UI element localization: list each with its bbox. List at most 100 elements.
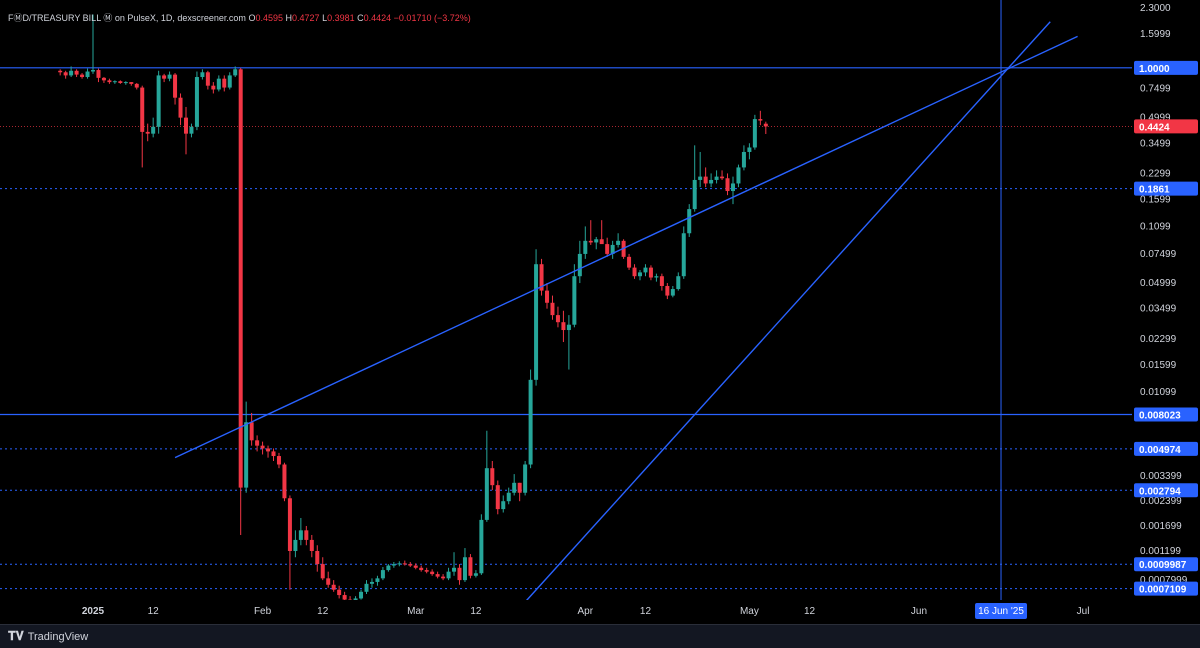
candle bbox=[375, 575, 380, 586]
candle-body bbox=[446, 571, 451, 579]
candle bbox=[200, 69, 205, 80]
candle bbox=[162, 73, 167, 83]
candle-body bbox=[315, 550, 320, 565]
price-chart[interactable]: 2.3000 1.5999 0.7499 0.4999 0.3499 0.2299 0.15… bbox=[0, 0, 1200, 624]
x-tick-label: 12 bbox=[804, 606, 816, 617]
candle-body bbox=[233, 69, 238, 76]
y-tick-label: 0.04999 bbox=[1140, 278, 1177, 289]
candle-body bbox=[424, 570, 429, 572]
date-badge-box bbox=[975, 603, 1028, 619]
price-badge: 0.0009987 bbox=[1134, 557, 1198, 572]
candle bbox=[643, 264, 648, 277]
candle-body bbox=[249, 422, 254, 441]
candle-body bbox=[266, 448, 271, 452]
symbol-title: FⓂD/TREASURY BILL Ⓜ on PulseX, 1D, dexsc… bbox=[8, 13, 246, 23]
candle-body bbox=[517, 482, 522, 493]
candle bbox=[506, 487, 511, 505]
candle bbox=[605, 237, 610, 257]
brand-label: TradingView bbox=[27, 630, 89, 643]
y-tick-label: 0.7499 bbox=[1140, 84, 1171, 95]
candle-body bbox=[714, 176, 719, 180]
candle bbox=[91, 14, 95, 74]
candle bbox=[736, 164, 741, 188]
candle-body bbox=[441, 576, 446, 579]
candle-body bbox=[293, 539, 298, 551]
candle bbox=[692, 145, 697, 212]
candle bbox=[266, 445, 271, 458]
candle bbox=[572, 264, 577, 328]
candle bbox=[479, 514, 484, 575]
candle-body bbox=[588, 240, 593, 243]
price-axis[interactable] bbox=[1132, 0, 1200, 604]
candle-body bbox=[408, 564, 413, 566]
candle-body bbox=[91, 70, 95, 72]
candle bbox=[359, 589, 364, 600]
candle-body bbox=[58, 70, 63, 73]
candle-body bbox=[276, 456, 281, 465]
candle-body bbox=[555, 315, 560, 323]
candle bbox=[326, 571, 331, 588]
candle bbox=[276, 452, 281, 469]
candle bbox=[397, 561, 402, 567]
candle-body bbox=[391, 564, 396, 566]
candle-body bbox=[687, 209, 692, 234]
high-value: 0.4727 bbox=[292, 13, 320, 23]
candle bbox=[96, 68, 101, 83]
candle-body bbox=[320, 564, 325, 579]
price-badge: 0.004974 bbox=[1134, 441, 1198, 456]
candle-body bbox=[528, 379, 533, 465]
candle-body bbox=[380, 570, 385, 579]
time-axis[interactable] bbox=[0, 600, 1132, 624]
candle-body bbox=[763, 123, 768, 127]
candle-body bbox=[659, 276, 664, 286]
tradingview-brand[interactable]: 𝐓𝐕 TradingView bbox=[8, 629, 88, 644]
y-tick-label: 0.07499 bbox=[1140, 249, 1177, 260]
candle-body bbox=[222, 78, 227, 88]
candle-body bbox=[599, 239, 604, 245]
badge-label: 0.0007109 bbox=[1139, 585, 1187, 596]
candle-body bbox=[386, 565, 391, 571]
candle-body bbox=[561, 322, 566, 331]
candle-body bbox=[594, 239, 599, 243]
candle-body bbox=[670, 289, 675, 296]
candle-body bbox=[156, 75, 161, 127]
candle bbox=[539, 258, 544, 296]
candle-body bbox=[632, 267, 637, 277]
candle-body bbox=[523, 464, 528, 493]
candle bbox=[413, 563, 418, 570]
candle bbox=[714, 170, 719, 184]
candle bbox=[369, 578, 374, 588]
trendline-upper bbox=[174, 35, 1078, 459]
y-tick-label: 2.3000 bbox=[1140, 3, 1171, 14]
candle-body bbox=[681, 233, 686, 277]
candle bbox=[501, 495, 506, 513]
open-value: 0.4595 bbox=[255, 13, 283, 23]
candle bbox=[561, 310, 566, 343]
close-label: C bbox=[357, 13, 364, 23]
candle-body bbox=[271, 451, 276, 457]
candle-body bbox=[107, 80, 112, 83]
candle-body bbox=[468, 557, 473, 576]
candle-body bbox=[572, 276, 577, 325]
y-tick-label: 0.0007999 bbox=[1140, 575, 1188, 586]
date-badge: 16 Jun '25 bbox=[975, 603, 1028, 619]
change-value: −0.01710 (−3.72%) bbox=[393, 13, 471, 23]
candle-body bbox=[63, 72, 68, 76]
candle bbox=[752, 114, 757, 150]
candle-body bbox=[359, 591, 364, 599]
candle bbox=[69, 66, 74, 78]
candle bbox=[287, 495, 292, 590]
candle-body bbox=[758, 119, 763, 121]
candle-body bbox=[80, 74, 85, 78]
badge-box bbox=[1134, 557, 1198, 572]
y-axis-labels: 2.3000 1.5999 0.7499 0.4999 0.3499 0.2299 0.15… bbox=[1140, 3, 1188, 586]
candle bbox=[156, 70, 161, 134]
candle-body bbox=[162, 75, 167, 79]
x-tick-label: 12 bbox=[640, 606, 652, 617]
candle bbox=[457, 564, 462, 585]
candle bbox=[473, 570, 478, 578]
badge-label: 0.002794 bbox=[1139, 486, 1181, 497]
candle-body bbox=[183, 117, 188, 134]
candle-body bbox=[665, 285, 670, 296]
